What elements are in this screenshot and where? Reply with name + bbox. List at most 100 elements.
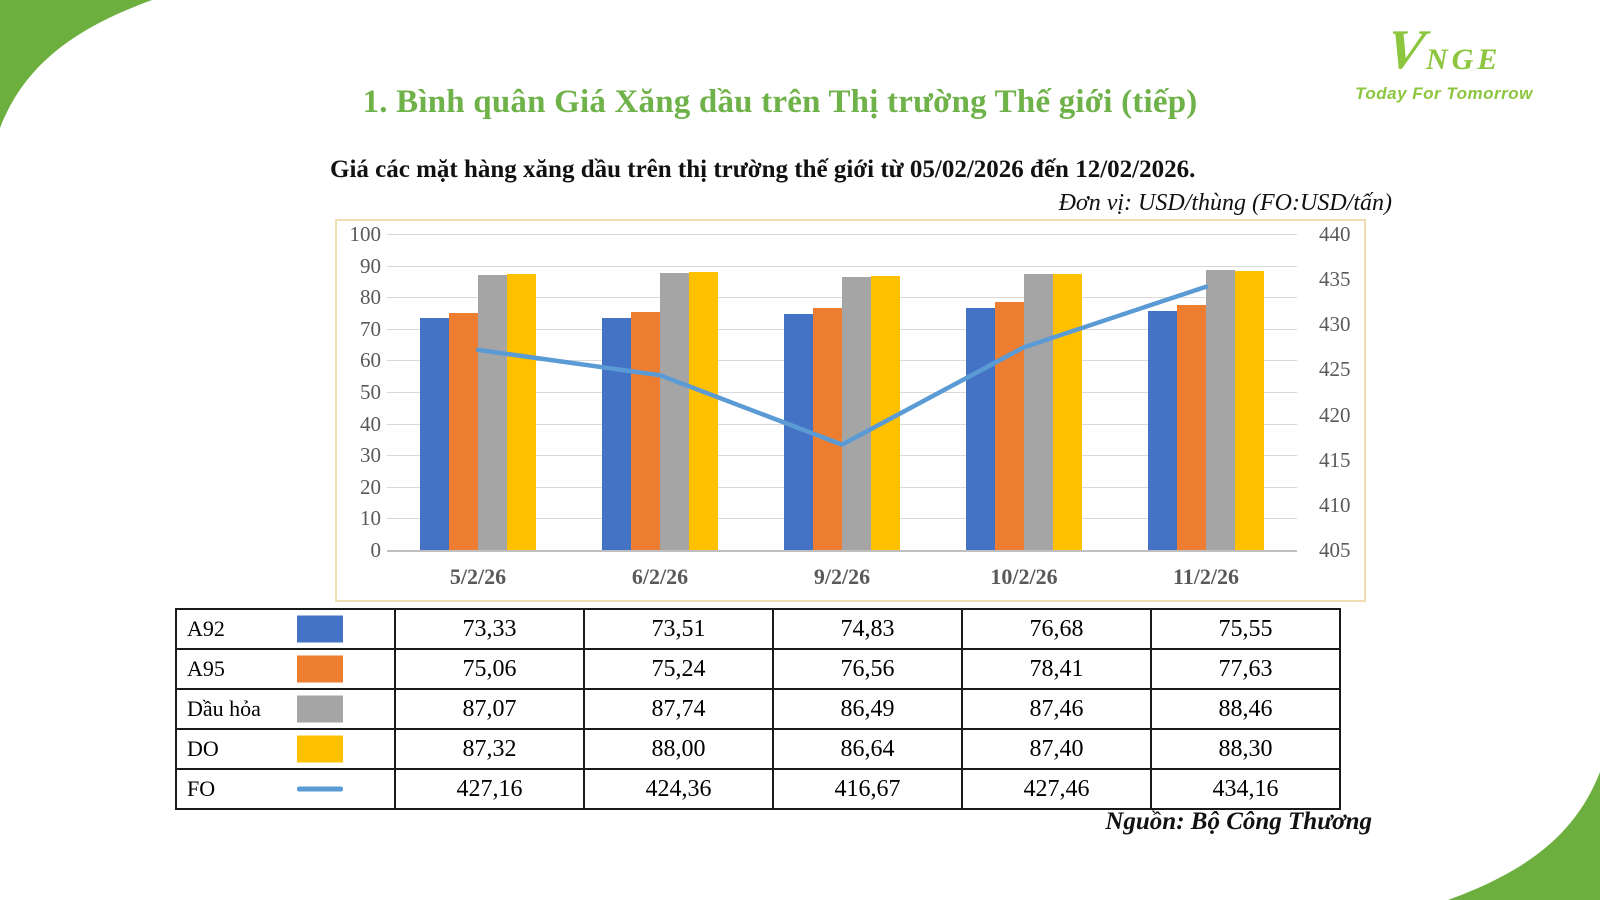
table-cell: 77,63 bbox=[1150, 648, 1341, 690]
slide-title: 1. Bình quân Giá Xăng dầu trên Thị trườn… bbox=[362, 84, 1198, 120]
table-cell: 76,68 bbox=[961, 608, 1152, 650]
left-axis-tick: 90 bbox=[360, 253, 381, 278]
left-axis-tick: 100 bbox=[349, 222, 382, 246]
left-axis-tick: 20 bbox=[360, 474, 381, 499]
table-cell: 434,16 bbox=[1150, 768, 1341, 810]
legend-cell: A92 bbox=[175, 608, 396, 650]
bar-a92 bbox=[1148, 311, 1177, 550]
bar-dầu-hỏa bbox=[660, 272, 689, 550]
left-axis-tick: 80 bbox=[360, 285, 381, 310]
right-axis-tick: 410 bbox=[1319, 492, 1351, 517]
right-axis-tick: 425 bbox=[1319, 357, 1351, 382]
table-cell: 87,74 bbox=[583, 688, 774, 730]
table-cell: 86,49 bbox=[772, 688, 963, 730]
legend-line-swatch bbox=[297, 786, 343, 792]
table-cell: 416,67 bbox=[772, 768, 963, 810]
bar-a95 bbox=[813, 308, 842, 550]
bar-do bbox=[1053, 273, 1082, 550]
bar-do bbox=[1235, 270, 1264, 550]
legend-cell: FO bbox=[175, 768, 396, 810]
x-axis-line bbox=[387, 550, 1297, 552]
unit-note: Đơn vị: USD/thùng (FO:USD/tấn) bbox=[1058, 190, 1392, 216]
table-row: A95 75,06 75,24 76,56 78,41 77,63 bbox=[175, 648, 1341, 690]
legend-label: DO bbox=[187, 736, 219, 761]
table-cell: 87,32 bbox=[394, 728, 585, 770]
bar-do bbox=[689, 271, 718, 550]
left-axis-tick: 10 bbox=[360, 506, 381, 531]
table-cell: 75,24 bbox=[583, 648, 774, 690]
left-axis-tick: 60 bbox=[360, 348, 381, 373]
legend-color-swatch bbox=[297, 695, 343, 723]
source-note: Nguồn: Bộ Công Thương bbox=[1105, 808, 1372, 835]
right-axis-tick: 435 bbox=[1319, 267, 1351, 292]
legend-label: Dầu hỏa bbox=[187, 696, 261, 721]
table-row: FO 427,16 424,36 416,67 427,46 434,16 bbox=[175, 768, 1341, 810]
legend-color-swatch bbox=[297, 735, 343, 763]
right-axis-tick: 440 bbox=[1319, 222, 1351, 246]
vnge-logo: V NGE Today For Tomorrow bbox=[1354, 19, 1534, 104]
bar-a92 bbox=[602, 317, 631, 550]
table-cell: 427,46 bbox=[961, 768, 1152, 810]
gridline bbox=[387, 234, 1297, 235]
bar-a95 bbox=[449, 312, 478, 550]
corner-wave-bottom-right bbox=[1448, 772, 1600, 900]
bar-do bbox=[871, 276, 900, 550]
bar-a92 bbox=[420, 318, 449, 550]
right-axis-tick: 420 bbox=[1319, 402, 1351, 427]
table-cell: 74,83 bbox=[772, 608, 963, 650]
vnge-logo-text: V NGE bbox=[1354, 19, 1534, 81]
legend-cell: A95 bbox=[175, 648, 396, 690]
left-axis-tick: 40 bbox=[360, 411, 381, 436]
left-axis-tick: 0 bbox=[370, 538, 382, 562]
left-axis-tick: 30 bbox=[360, 443, 381, 468]
bar-dầu-hỏa bbox=[1206, 270, 1235, 550]
table-cell: 73,51 bbox=[583, 608, 774, 650]
gridline bbox=[387, 265, 1297, 267]
table-cell: 75,55 bbox=[1150, 608, 1341, 650]
table-row: Dầu hỏa 87,07 87,74 86,49 87,46 88,46 bbox=[175, 688, 1341, 730]
x-axis-label: 5/2/26 bbox=[449, 564, 507, 589]
table-cell: 87,07 bbox=[394, 688, 585, 730]
legend-label: A92 bbox=[187, 616, 225, 641]
table-cell: 78,41 bbox=[961, 648, 1152, 690]
bar-dầu-hỏa bbox=[842, 276, 871, 550]
right-axis-tick: 405 bbox=[1319, 538, 1351, 562]
table-cell: 75,06 bbox=[394, 648, 585, 690]
legend-color-swatch bbox=[297, 615, 343, 643]
bar-a95 bbox=[995, 302, 1024, 550]
bar-do bbox=[507, 274, 536, 550]
vnge-logo-nge: NGE bbox=[1426, 43, 1502, 76]
bar-a95 bbox=[1177, 304, 1206, 550]
x-axis-label: 9/2/26 bbox=[813, 564, 871, 589]
fuel-price-table: A92 73,33 73,51 74,83 76,68 75,55 A95 75,06 75,2… bbox=[175, 608, 1341, 810]
vnge-logo-v: V bbox=[1382, 19, 1429, 81]
table-cell: 76,56 bbox=[772, 648, 963, 690]
right-axis-tick: 430 bbox=[1319, 312, 1351, 337]
x-axis-label: 10/2/26 bbox=[990, 564, 1058, 589]
left-axis-tick: 70 bbox=[360, 316, 381, 341]
x-axis-label: 11/2/26 bbox=[1172, 564, 1239, 589]
table-cell: 88,00 bbox=[583, 728, 774, 770]
table-cell: 88,30 bbox=[1150, 728, 1341, 770]
x-axis-label: 6/2/26 bbox=[631, 564, 689, 589]
fuel-price-chart: 0 10 20 30 40 50 60 70 80 90 100 440 435 430 425 420 415… bbox=[335, 219, 1366, 602]
table-cell: 88,46 bbox=[1150, 688, 1341, 730]
legend-cell: Dầu hỏa bbox=[175, 688, 396, 730]
right-axis-tick: 415 bbox=[1319, 447, 1351, 472]
legend-color-swatch bbox=[297, 655, 343, 683]
bar-a95 bbox=[631, 312, 660, 550]
table-row: DO 87,32 88,00 86,64 87,40 88,30 bbox=[175, 728, 1341, 770]
legend-label: FO bbox=[187, 776, 216, 801]
table-cell: 87,46 bbox=[961, 688, 1152, 730]
table-cell: 424,36 bbox=[583, 768, 774, 810]
left-axis-tick: 50 bbox=[360, 380, 381, 404]
bar-a92 bbox=[784, 313, 813, 550]
table-cell: 87,40 bbox=[961, 728, 1152, 770]
bar-dầu-hỏa bbox=[1024, 273, 1053, 550]
table-cell: 427,16 bbox=[394, 768, 585, 810]
chart-subtitle: Giá các mặt hàng xăng dầu trên thị trườn… bbox=[330, 156, 1196, 183]
vnge-logo-tagline: Today For Tomorrow bbox=[1355, 84, 1533, 103]
table-cell: 73,33 bbox=[394, 608, 585, 650]
table-cell: 86,64 bbox=[772, 728, 963, 770]
legend-cell: DO bbox=[175, 728, 396, 770]
